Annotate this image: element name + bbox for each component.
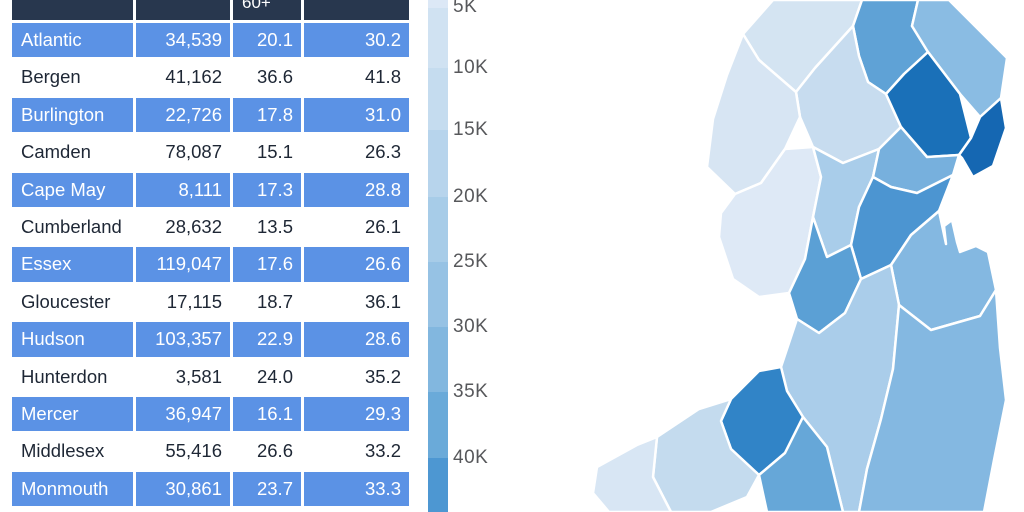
header-cell-count <box>136 0 230 20</box>
percent-b-cell: 31.0 <box>304 97 409 133</box>
scale-segment <box>428 197 448 262</box>
scale-tick-label: 5K <box>453 0 478 17</box>
percent-b-cell: 26.6 <box>304 247 409 282</box>
percent-b-cell: 29.3 <box>304 396 409 432</box>
scale-tick-label: 40K <box>453 447 489 468</box>
header-cell-col4 <box>304 0 409 20</box>
count-cell: 22,726 <box>136 97 230 133</box>
percent-a-cell: 13.5 <box>256 215 293 237</box>
table-row[interactable]: Monmouth 30,861 23.7 33.3 <box>12 471 409 507</box>
table-row[interactable]: Essex 119,047 17.6 26.6 <box>12 247 409 282</box>
scale-tick-label: 15K <box>453 119 489 140</box>
table-row[interactable]: Burlington 22,726 17.8 31.0 <box>12 97 409 133</box>
nj-county-map <box>591 0 1009 512</box>
scale-segment <box>428 68 448 130</box>
county-name-cell: Camden <box>21 141 91 163</box>
scale-segment <box>428 392 448 458</box>
percent-b-cell: 28.8 <box>304 172 409 207</box>
table-row[interactable]: Middlesex 55,416 26.6 33.2 <box>12 434 409 468</box>
scale-tick-label: 35K <box>453 381 489 402</box>
percent-a-cell: 23.7 <box>233 471 301 507</box>
table-header-row: 60+ <box>12 0 409 20</box>
percent-a-cell: 17.8 <box>233 97 301 133</box>
county-name-cell: Cumberland <box>21 215 122 237</box>
percent-b-cell: 26.3 <box>364 141 401 163</box>
percent-a-cell: 17.3 <box>233 172 301 207</box>
table-row[interactable]: Bergen 41,162 36.6 41.8 <box>12 60 409 94</box>
percent-b-cell: 36.1 <box>364 290 401 312</box>
header-cell-60plus: 60+ <box>233 0 301 20</box>
percent-b-cell: 33.3 <box>304 471 409 507</box>
county-name-cell: Essex <box>12 247 133 282</box>
county-table: 60+ Atlantic 34,539 20.1 30.2 Bergen 41,… <box>12 0 409 507</box>
header-cell-county <box>12 0 133 20</box>
table-row[interactable]: Cape May 8,111 17.3 28.8 <box>12 172 409 207</box>
county-name-cell: Burlington <box>12 97 133 133</box>
percent-b-cell: 26.1 <box>364 215 401 237</box>
scale-segment <box>428 8 448 68</box>
percent-a-cell: 22.9 <box>233 322 301 357</box>
scale-segment <box>428 130 448 197</box>
percent-a-cell: 20.1 <box>233 23 301 58</box>
scale-tick-label: 10K <box>453 57 489 78</box>
count-cell: 103,357 <box>136 322 230 357</box>
county-name-cell: Monmouth <box>12 471 133 507</box>
county-name-cell: Hudson <box>12 322 133 357</box>
table-row[interactable]: Atlantic 34,539 20.1 30.2 <box>12 23 409 58</box>
count-cell: 36,947 <box>136 396 230 432</box>
count-cell: 3,581 <box>175 365 222 387</box>
count-cell: 78,087 <box>165 141 222 163</box>
scale-segment <box>428 262 448 327</box>
percent-a-cell: 26.6 <box>256 440 293 462</box>
count-cell: 30,861 <box>136 471 230 507</box>
scale-segment <box>428 0 448 8</box>
percent-b-cell: 33.2 <box>364 440 401 462</box>
county-name-cell: Hunterdon <box>21 365 108 387</box>
table-row[interactable]: Hunterdon 3,581 24.0 35.2 <box>12 360 409 394</box>
percent-a-cell: 16.1 <box>233 396 301 432</box>
county-name-cell: Bergen <box>21 66 81 88</box>
scale-segment <box>428 327 448 392</box>
count-cell: 119,047 <box>136 247 230 282</box>
table-row[interactable]: Camden 78,087 15.1 26.3 <box>12 135 409 169</box>
county-name-cell: Gloucester <box>21 290 111 312</box>
count-cell: 41,162 <box>165 66 222 88</box>
percent-a-cell: 36.6 <box>256 66 293 88</box>
scale-tick-label: 20K <box>453 186 489 207</box>
table-row[interactable]: Mercer 36,947 16.1 29.3 <box>12 396 409 432</box>
county-name-cell: Atlantic <box>12 23 133 58</box>
percent-a-cell: 15.1 <box>256 141 293 163</box>
percent-a-cell: 17.6 <box>233 247 301 282</box>
percent-a-cell: 18.7 <box>256 290 293 312</box>
county-name-cell: Cape May <box>12 172 133 207</box>
scale-tick-label: 30K <box>453 316 489 337</box>
county-name-cell: Mercer <box>12 396 133 432</box>
percent-b-cell: 28.6 <box>304 322 409 357</box>
table-row[interactable]: Hudson 103,357 22.9 28.6 <box>12 322 409 357</box>
count-cell: 55,416 <box>165 440 222 462</box>
percent-a-cell: 24.0 <box>256 365 293 387</box>
count-cell: 8,111 <box>136 172 230 207</box>
count-cell: 28,632 <box>165 215 222 237</box>
table-row[interactable]: Cumberland 28,632 13.5 26.1 <box>12 210 409 244</box>
percent-b-cell: 41.8 <box>364 66 401 88</box>
county-atlantic[interactable] <box>757 415 845 512</box>
table-row[interactable]: Gloucester 17,115 18.7 36.1 <box>12 285 409 319</box>
color-scale-bar <box>428 0 448 512</box>
county-name-cell: Middlesex <box>21 440 105 462</box>
county-salem[interactable] <box>591 435 673 512</box>
scale-segment <box>428 458 448 512</box>
count-cell: 34,539 <box>136 23 230 58</box>
percent-b-cell: 35.2 <box>364 365 401 387</box>
percent-b-cell: 30.2 <box>304 23 409 58</box>
scale-tick-label: 25K <box>453 251 489 272</box>
count-cell: 17,115 <box>166 290 222 312</box>
county-ocean[interactable] <box>857 288 1008 512</box>
